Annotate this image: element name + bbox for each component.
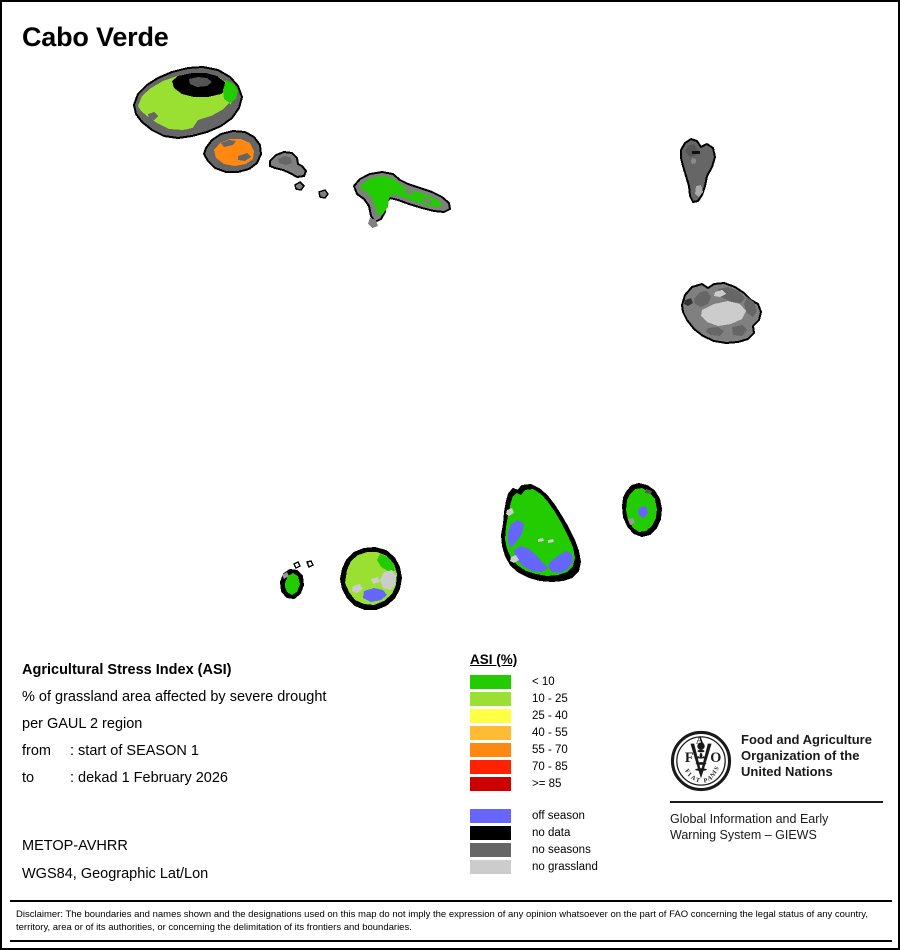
legend-status-item: no seasons	[470, 841, 598, 858]
legend-label: no seasons	[532, 843, 591, 856]
info-description-line1: % of grassland area affected by severe d…	[22, 689, 327, 705]
map-info-block: Agricultural Stress Index (ASI) % of gra…	[22, 657, 442, 792]
legend-label: < 10	[532, 675, 555, 688]
legend-label: 55 - 70	[532, 743, 568, 756]
island-santo-antao	[132, 65, 244, 140]
fao-organization-name: Food and Agriculture Organization of the…	[741, 730, 872, 780]
sensor-name: METOP-AVHRR	[22, 838, 128, 854]
legend-swatch-icon	[470, 825, 511, 840]
svg-text:A: A	[696, 736, 704, 747]
island-santiago	[500, 483, 582, 583]
legend-swatch-icon	[470, 674, 511, 689]
svg-text:A: A	[690, 774, 698, 783]
fao-logo-and-name: F O A F I A T P A N I S Food and Agricul…	[670, 730, 885, 792]
info-period-to: to : dekad 1 February 2026	[22, 765, 442, 792]
legend-swatch-icon	[470, 859, 511, 874]
info-period-from-label: from	[22, 743, 51, 759]
info-period-to-value: : dekad 1 February 2026	[70, 770, 228, 786]
fao-name-line3: United Nations	[741, 764, 833, 779]
legend-swatch-icon	[470, 842, 511, 857]
island-sal	[680, 137, 717, 204]
info-period-to-label: to	[22, 770, 35, 786]
legend-label: no data	[532, 826, 571, 839]
giews-line2: Warning System – GIEWS	[670, 828, 817, 842]
map-legend: ASI (%) < 10 10 - 25 25 - 40 40 - 55 55 …	[470, 652, 598, 875]
legend-label: 70 - 85	[532, 760, 568, 773]
island-maio	[621, 482, 663, 538]
legend-item: 40 - 55	[470, 724, 598, 741]
svg-text:P: P	[703, 777, 708, 785]
fao-logo-icon: F O A F I A T P A N I S	[670, 730, 732, 792]
island-boa-vista	[680, 281, 763, 345]
svg-text:S: S	[713, 765, 721, 772]
giews-subtitle: Global Information and Early Warning Sys…	[670, 811, 885, 843]
giews-line1: Global Information and Early	[670, 812, 829, 826]
legend-swatch-icon	[470, 691, 511, 706]
legend-label: no grassland	[532, 860, 598, 873]
svg-text:I: I	[686, 771, 693, 778]
legend-item: >= 85	[470, 775, 598, 792]
legend-item: < 10	[470, 673, 598, 690]
legend-status-item: no data	[470, 824, 598, 841]
island-sao-nicolau	[352, 170, 452, 228]
projection-note: WGS84, Geographic Lat/Lon	[22, 866, 209, 882]
legend-status-item: no grassland	[470, 858, 598, 875]
svg-text:O: O	[710, 750, 721, 766]
legend-swatch-icon	[470, 776, 511, 791]
islet-raso	[318, 189, 329, 199]
legend-swatch-icon	[470, 725, 511, 740]
info-period-from: from : start of SEASON 1	[22, 738, 442, 765]
disclaimer-bottom-divider	[10, 940, 892, 942]
legend-swatch-icon	[470, 742, 511, 757]
fao-name-line2: Organization of the	[741, 748, 860, 763]
svg-text:F: F	[683, 768, 691, 775]
disclaimer-top-divider	[10, 900, 892, 902]
info-description-line2: per GAUL 2 region	[22, 716, 143, 732]
island-brava	[279, 568, 305, 600]
island-sao-vicente	[202, 129, 263, 173]
info-heading: Agricultural Stress Index (ASI)	[22, 662, 232, 678]
legend-status-item: off season	[470, 807, 598, 824]
legend-divider	[470, 792, 598, 807]
legend-title: ASI (%)	[470, 652, 518, 667]
map-sensor-block: METOP-AVHRR WGS84, Geographic Lat/Lon	[22, 832, 442, 888]
fao-branding-block: F O A F I A T P A N I S Food and Agricul…	[670, 730, 885, 843]
island-fogo	[339, 546, 403, 610]
info-period-from-value: : start of SEASON 1	[70, 743, 199, 759]
legend-label: 25 - 40	[532, 709, 568, 722]
map-canvas	[132, 65, 763, 610]
svg-text:A: A	[706, 774, 713, 782]
disclaimer-text: Disclaimer: The boundaries and names sho…	[16, 909, 868, 933]
legend-swatch-icon	[470, 759, 511, 774]
fao-name-line1: Food and Agriculture	[741, 732, 872, 747]
legend-item: 25 - 40	[470, 707, 598, 724]
legend-item: 55 - 70	[470, 741, 598, 758]
page-title: Cabo Verde	[22, 22, 169, 52]
island-santa-luzia	[269, 150, 308, 179]
fao-divider	[670, 801, 883, 803]
legend-item: 70 - 85	[470, 758, 598, 775]
legend-label: 10 - 25	[532, 692, 568, 705]
svg-text:F: F	[685, 750, 694, 766]
legend-swatch-icon	[470, 808, 511, 823]
svg-text:N: N	[709, 771, 717, 780]
legend-item: 10 - 25	[470, 690, 598, 707]
islet-branco	[294, 181, 305, 191]
svg-text:T: T	[695, 777, 702, 785]
legend-swatch-icon	[470, 708, 511, 723]
legend-label: 40 - 55	[532, 726, 568, 739]
svg-text:I: I	[712, 768, 719, 775]
legend-label: >= 85	[532, 777, 562, 790]
legend-label: off season	[532, 809, 585, 822]
islet-rombos	[292, 560, 315, 570]
